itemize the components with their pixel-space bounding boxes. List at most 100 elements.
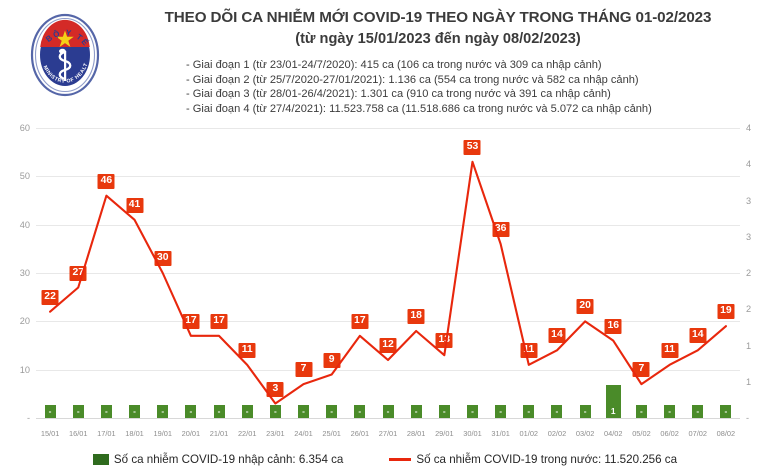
domestic-cases-value-label: 17 [351, 313, 369, 329]
gridline [36, 176, 740, 178]
y-axis-right-tick: 4 [746, 159, 752, 170]
gridline [36, 128, 740, 129]
domestic-cases-value-label: 18 [407, 309, 425, 324]
imported-cases-bar[interactable] [269, 405, 281, 418]
imported-cases-bar-label: - [217, 406, 221, 416]
x-axis-date-label: 06/02 [660, 429, 679, 438]
imported-cases-bar[interactable] [523, 405, 535, 418]
domestic-cases-line [49, 160, 727, 405]
imported-cases-bar[interactable] [185, 405, 197, 418]
imported-cases-bar-label: 1 [610, 406, 616, 416]
y-axis-right-tick: 2 [746, 268, 752, 278]
domestic-cases-value-label: 11 [661, 342, 679, 358]
x-axis-date-label: 30/01 [463, 429, 482, 438]
imported-cases-bar-label: - [133, 406, 136, 416]
imported-cases-bar-label: - [640, 406, 643, 416]
x-axis-date-label: 18/01 [125, 429, 144, 438]
imported-cases-bar[interactable] [692, 405, 704, 418]
imported-cases-bar[interactable] [129, 405, 141, 418]
chart-grid-layer: -10 20 30 40 50 60-1 1 2 2 3 3 4 4-15/01-16/01-17/01… [0, 120, 770, 440]
imported-cases-bar-label: - [104, 406, 108, 416]
imported-cases-bar-label: - [414, 406, 418, 416]
domestic-cases-value-label: 16 [604, 318, 622, 334]
imported-cases-bar-label: - [527, 406, 531, 416]
imported-cases-bar-label: - [724, 406, 728, 416]
domestic-cases-value-label: 14 [548, 328, 566, 344]
x-axis-date-label: 26/01 [350, 429, 370, 438]
x-axis-date-label: 24/01 [294, 429, 313, 438]
phase-line: - Giai đoạn 2 (từ 25/7/2020-27/01/2021):… [186, 73, 639, 86]
phase-line: - Giai đoạn 3 (từ 28/01-26/4/2021): 1.30… [186, 88, 611, 101]
imported-cases-bar-label: - [358, 406, 362, 416]
x-axis-date-label: 20/01 [181, 429, 201, 438]
legend-line-swatch-icon [389, 457, 412, 461]
domestic-cases-value-label: 7 [632, 362, 650, 378]
imported-cases-bar[interactable] [720, 405, 732, 418]
imported-cases-bar-label: - [302, 406, 305, 416]
legend-item-domestic: Số ca nhiễm COVID-19 trong nước: 11.520.… [389, 453, 677, 466]
imported-cases-bar[interactable] [579, 405, 591, 418]
imported-cases-bar[interactable] [72, 405, 84, 418]
imported-cases-bar-label: - [442, 406, 446, 416]
imported-cases-bar[interactable] [635, 405, 647, 418]
imported-cases-bar-label: - [330, 406, 334, 416]
imported-cases-bar-label: - [471, 406, 474, 416]
gridline [36, 273, 740, 274]
chart-plot-area: -10 20 30 40 50 60-1 1 2 2 3 3 4 4-15/01-16/01-17/01… [0, 120, 770, 440]
imported-cases-bar[interactable] [466, 405, 478, 418]
x-axis-date-label: 29/01 [435, 429, 454, 438]
y-axis-right-tick: - [746, 413, 750, 423]
imported-cases-bar[interactable] [298, 405, 310, 418]
x-axis-date-label: 02/02 [547, 429, 567, 438]
ministry-of-health-logo-icon: BỘ Y TẾ MINISTRY OF HEALTH [26, 10, 104, 106]
phase-line: - Giai đoạn 4 (từ 27/4/2021): 11.523.758… [186, 102, 652, 115]
imported-cases-bar[interactable] [664, 405, 676, 418]
x-axis-date-label: 07/02 [688, 429, 708, 438]
domestic-cases-value-label: 22 [41, 289, 59, 305]
imported-cases-bar[interactable] [44, 405, 56, 418]
imported-cases-bar[interactable] [382, 405, 394, 418]
x-axis-date-label: 31/01 [491, 429, 510, 438]
imported-cases-bar[interactable] [100, 405, 112, 418]
chart-header: BỘ Y TẾ MINISTRY OF HEALTH THEO DÕI CA N… [0, 0, 770, 120]
y-axis-right-tick: 3 [746, 195, 752, 206]
domestic-cases-value-label: 3 [266, 381, 284, 397]
domestic-cases-value-label: 20 [576, 299, 594, 315]
x-axis-date-label: 19/01 [153, 429, 172, 438]
imported-cases-bar[interactable] [605, 384, 621, 418]
imported-cases-bar-label: - [76, 406, 80, 416]
x-axis-date-label: 16/01 [68, 429, 88, 438]
imported-cases-bar-label: - [696, 406, 700, 416]
imported-cases-bar[interactable] [157, 405, 169, 418]
imported-cases-bar[interactable] [326, 405, 338, 418]
x-axis-date-label: 25/01 [322, 429, 341, 438]
imported-cases-bar[interactable] [354, 405, 366, 418]
imported-cases-bar[interactable] [410, 405, 422, 418]
gridline [36, 321, 740, 323]
x-axis-date-label: 04/02 [604, 429, 623, 438]
page-title: THEO DÕI CA NHIỄM MỚI COVID-19 THEO NGÀY… [164, 9, 712, 26]
imported-cases-bar[interactable] [438, 405, 450, 418]
imported-cases-bar-label: - [499, 406, 503, 416]
domestic-cases-value-label: 9 [323, 352, 341, 368]
domestic-cases-value-label: 46 [97, 173, 115, 189]
x-axis-date-label: 17/01 [97, 429, 116, 438]
y-axis-left-tick: 10 [19, 364, 30, 375]
y-axis-right-tick: 2 [746, 304, 752, 315]
imported-cases-bar-label: - [386, 406, 390, 416]
title-block: THEO DÕI CA NHIỄM MỚI COVID-19 THEO NGÀY… [118, 8, 758, 50]
y-axis-right-tick: 1 [746, 376, 752, 387]
imported-cases-bar[interactable] [495, 405, 507, 418]
y-axis-right-tick: 1 [746, 340, 752, 351]
y-axis-left-tick: 50 [19, 171, 30, 182]
y-axis-left-tick: 20 [19, 316, 30, 327]
gridline [36, 418, 740, 419]
x-axis-date-label: 15/01 [40, 429, 60, 438]
domestic-cases-value-label: 11 [238, 342, 256, 358]
x-axis-date-label: 22/01 [237, 429, 257, 438]
imported-cases-bar[interactable] [213, 405, 225, 418]
imported-cases-bar[interactable] [241, 405, 253, 418]
imported-cases-bar-label: - [583, 406, 587, 416]
y-axis-left-tick: 30 [19, 268, 30, 278]
imported-cases-bar[interactable] [551, 405, 563, 418]
